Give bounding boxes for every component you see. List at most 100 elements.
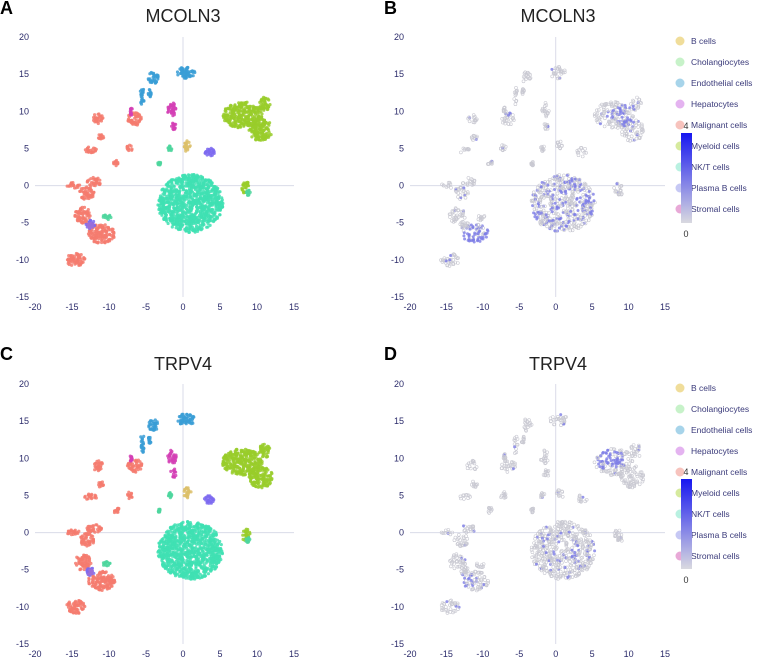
x-tick-label: -5 — [142, 302, 150, 312]
cell-point — [610, 119, 615, 123]
cell-point — [265, 484, 270, 488]
cell-point — [110, 584, 114, 588]
panel-a-title: MCOLN3 — [145, 6, 220, 26]
cell-point — [541, 208, 546, 213]
cell-point — [192, 194, 196, 198]
cell-point — [183, 211, 188, 215]
cell-point — [260, 131, 264, 135]
cell-point — [580, 222, 584, 226]
cell-point — [463, 237, 467, 241]
cell-point — [626, 111, 631, 115]
y-tick-label: 15 — [19, 416, 29, 426]
cell-point — [539, 211, 543, 215]
y-tick-label: 10 — [19, 106, 29, 116]
cell-point — [246, 184, 251, 188]
cell-point — [206, 225, 210, 229]
cell-point — [172, 184, 176, 188]
cell-point — [215, 548, 219, 552]
cell-point — [110, 227, 114, 231]
x-tick-label: 0 — [180, 302, 185, 312]
cell-point — [610, 125, 614, 130]
cell-point — [71, 606, 75, 610]
cell-point — [202, 535, 206, 539]
cell-point — [175, 205, 179, 209]
cell-point — [171, 194, 175, 198]
cell-point — [189, 220, 193, 224]
cell-point — [189, 573, 193, 577]
cell-point — [561, 184, 566, 189]
cell-point — [219, 543, 223, 547]
cell-point — [623, 129, 628, 133]
cell-point — [575, 178, 580, 182]
cell-point — [253, 134, 257, 138]
cell-point — [235, 124, 240, 128]
cell-point — [565, 173, 569, 177]
cell-point — [564, 200, 568, 204]
cell-point — [572, 216, 577, 220]
cell-point — [539, 195, 544, 199]
cell-point — [192, 216, 196, 220]
cell-point — [206, 185, 210, 189]
cell-point — [187, 174, 191, 178]
cell-point — [589, 212, 593, 216]
cell-point — [169, 552, 173, 557]
cell-point — [538, 217, 543, 222]
cell-point — [537, 210, 541, 214]
cell-point — [164, 553, 168, 557]
cell-point — [190, 546, 194, 550]
y-tick-label: -10 — [16, 255, 29, 265]
cell-point — [611, 115, 615, 119]
x-tick-label: 10 — [624, 302, 634, 312]
cell-point — [140, 99, 144, 103]
cell-point — [466, 176, 471, 180]
cell-point — [245, 121, 249, 125]
cell-point — [606, 122, 611, 126]
cell-point — [108, 214, 112, 218]
cell-point — [105, 225, 109, 229]
cell-point — [140, 96, 144, 100]
x-tick-label: 15 — [289, 649, 299, 657]
cell-point — [209, 568, 213, 572]
cell-point — [253, 107, 257, 112]
cell-point — [188, 551, 192, 555]
cell-point — [263, 102, 268, 106]
cell-point — [183, 145, 187, 149]
cell-point — [67, 602, 71, 606]
cell-point — [87, 225, 91, 229]
cell-point — [75, 607, 79, 611]
cell-point — [546, 192, 550, 196]
cluster-b-cells — [182, 139, 192, 153]
cell-point — [216, 208, 220, 212]
cell-point — [103, 223, 107, 227]
cell-point — [241, 473, 245, 477]
cell-point — [192, 536, 196, 540]
cluster-malignant-cells — [65, 458, 144, 615]
x-tick-label: -15 — [440, 302, 453, 312]
y-tick-label: 0 — [24, 528, 29, 538]
cell-point — [587, 186, 591, 190]
cell-point — [467, 239, 471, 243]
cell-point — [185, 562, 189, 566]
cell-point — [208, 183, 213, 188]
cell-point — [245, 180, 250, 184]
cell-point — [184, 76, 188, 80]
cell-point — [451, 261, 456, 266]
cell-point — [444, 259, 448, 263]
cell-point — [579, 182, 583, 186]
cell-point — [214, 208, 218, 212]
cell-point — [76, 256, 80, 260]
panel-c-letter: C — [0, 344, 13, 364]
cell-point — [620, 115, 624, 119]
cell-point — [261, 476, 265, 480]
x-tick-label: 0 — [180, 649, 185, 657]
cell-point — [229, 451, 233, 455]
cell-point — [614, 111, 619, 116]
cell-point — [169, 527, 173, 531]
cell-point — [189, 184, 193, 188]
cell-point — [93, 117, 97, 121]
cell-point — [165, 187, 169, 191]
cell-point — [237, 110, 241, 114]
cell-point — [634, 118, 638, 123]
cell-point — [581, 212, 586, 216]
y-tick-label: 20 — [19, 379, 29, 389]
